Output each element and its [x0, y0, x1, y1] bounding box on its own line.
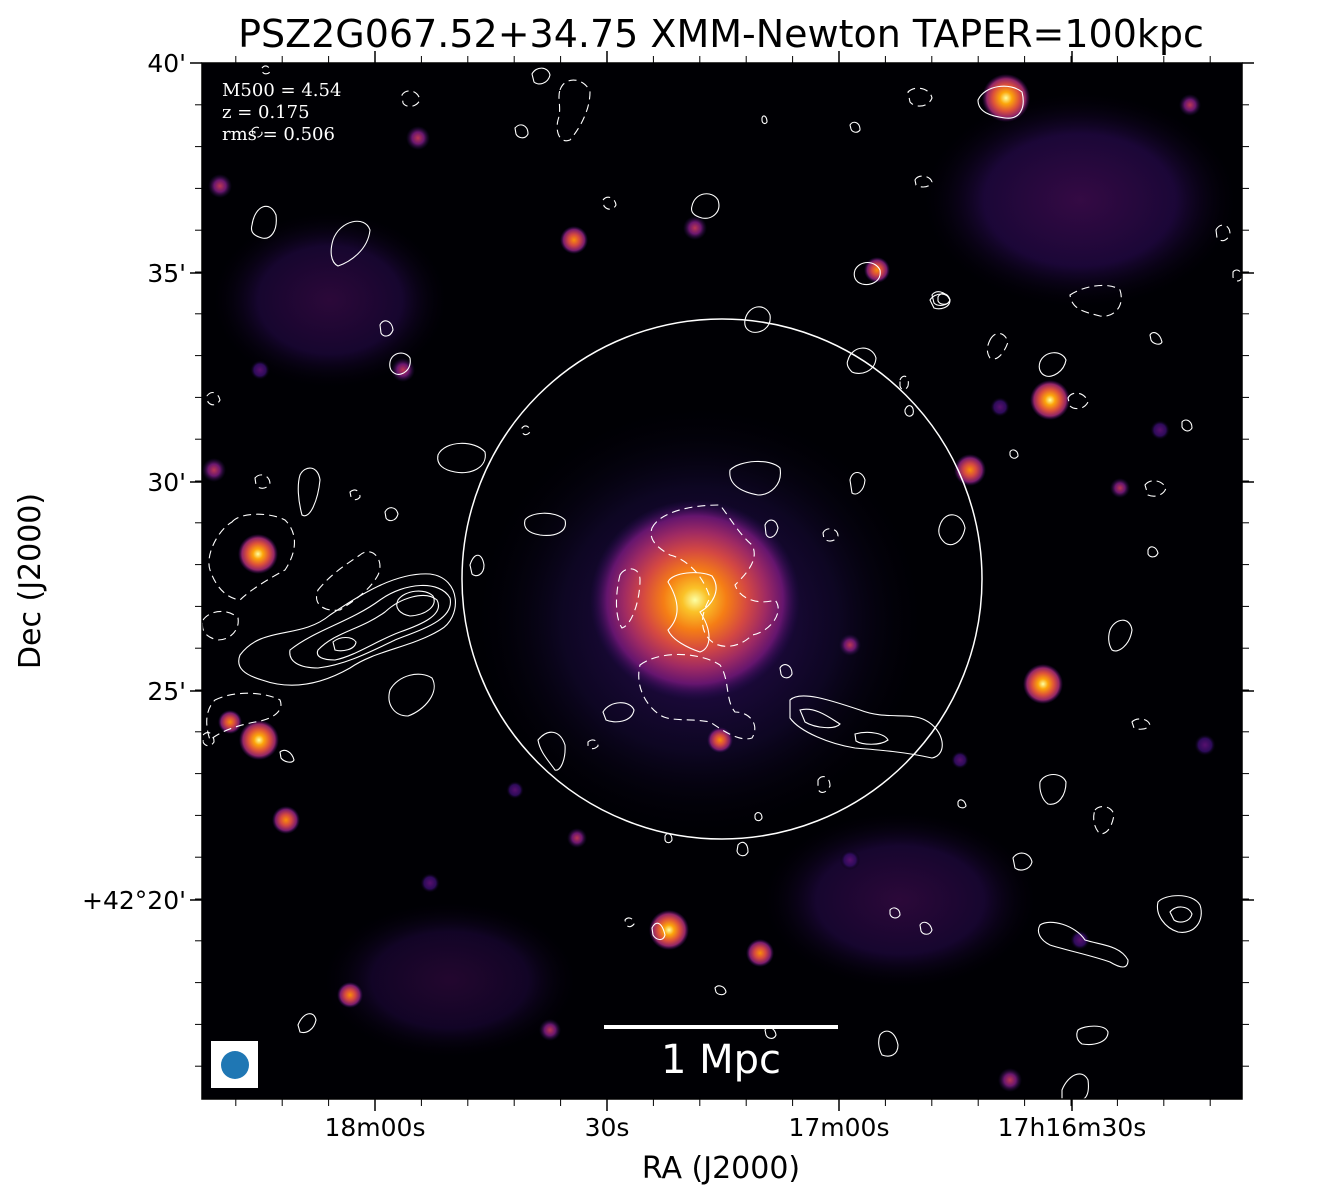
radio-contours [238, 67, 1202, 1099]
redshift-label: z = 0.175 [222, 102, 310, 123]
xray-source [840, 850, 860, 870]
xray-source [337, 982, 363, 1008]
image-panel: M500 = 4.54 z = 0.175 rms = 0.506 1 Mpc [202, 63, 1242, 1099]
m500-label: M500 = 4.54 [222, 80, 341, 101]
xray-source [1194, 734, 1216, 756]
scale-bar-label: 1 Mpc [661, 1037, 781, 1083]
xray-source [202, 458, 226, 482]
plot-title: PSZ2G067.52+34.75 XMM-Newton TAPER=100kp… [238, 12, 1204, 56]
xray-source [1030, 380, 1070, 420]
xray-source [250, 360, 270, 380]
beam-icon [221, 1051, 249, 1079]
xray-source [683, 216, 707, 240]
y-tick-label: 35' [147, 259, 186, 288]
xray-source [998, 1068, 1022, 1092]
y-tick-label: 25' [147, 677, 186, 706]
xray-source [1070, 930, 1090, 950]
x-tick-label: 30s [585, 1113, 630, 1142]
xray-source [239, 720, 279, 760]
xray-source [746, 939, 774, 967]
rms-label: rms = 0.506 [222, 124, 335, 145]
xray-source [982, 74, 1030, 122]
y-tick-label: 30' [147, 468, 186, 497]
xray-source [990, 397, 1010, 417]
xray-source [208, 174, 232, 198]
xray-source [1023, 664, 1063, 704]
x-axis-label: RA (J2000) [642, 1151, 800, 1186]
xray-source [707, 727, 733, 753]
x-tick-label: 18m00s [324, 1113, 425, 1142]
xray-source [839, 634, 861, 656]
cluster-emission [590, 500, 800, 700]
xray-source [951, 751, 969, 769]
point-sources [202, 74, 1216, 1092]
r500-circle [461, 318, 983, 840]
xray-source [238, 534, 278, 574]
minor-ticks [195, 56, 1249, 1106]
xray-source [1150, 420, 1170, 440]
xray-source [649, 910, 689, 950]
y-tick-label: 40' [147, 49, 186, 78]
xray-source [864, 257, 890, 283]
xray-source [539, 1019, 561, 1041]
xray-source [391, 358, 415, 382]
xray-source [272, 806, 300, 834]
axes-frame [201, 62, 1243, 1100]
xray-source [420, 873, 440, 893]
xray-source [218, 710, 242, 734]
xray-source [506, 781, 524, 799]
x-tick-label: 17h16m30s [998, 1113, 1147, 1142]
xray-source [1179, 94, 1201, 116]
xray-source [560, 226, 588, 254]
y-tick-label: +42°20' [82, 886, 186, 915]
xray-source [567, 828, 587, 848]
x-tick-label: 17m00s [788, 1113, 889, 1142]
y-axis-label: Dec (J2000) [13, 493, 48, 669]
xray-source [1110, 478, 1130, 498]
xray-source [406, 126, 430, 150]
